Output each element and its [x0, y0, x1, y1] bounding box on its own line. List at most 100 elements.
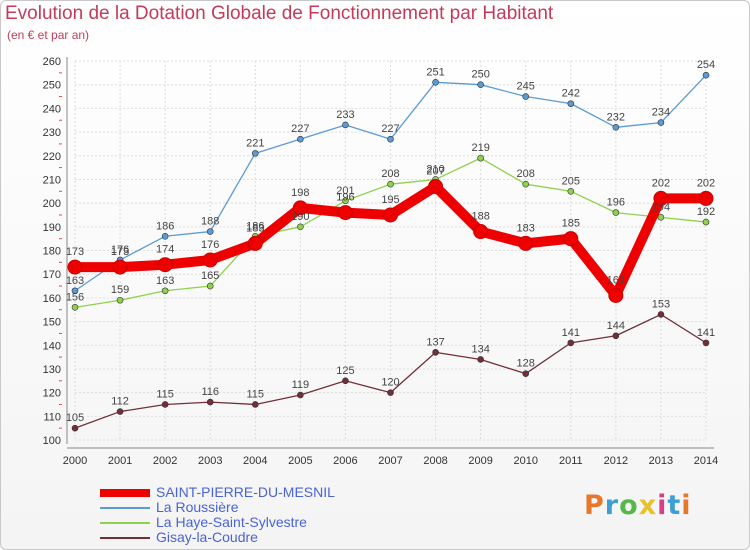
data-point	[297, 135, 304, 143]
data-label: 128	[517, 358, 535, 370]
series-layer	[67, 71, 714, 432]
chart-title: Evolution de la Dotation Globale de Fonc…	[5, 3, 554, 24]
x-tick-label: 2000	[63, 455, 87, 467]
chart-subtitle: (en € et par an)	[7, 28, 90, 42]
data-point	[297, 223, 304, 231]
data-label: 163	[66, 275, 84, 287]
data-label: 233	[336, 109, 354, 121]
x-tick-label: 2012	[604, 455, 628, 467]
data-label: 251	[426, 66, 444, 78]
data-point	[387, 180, 394, 188]
logo-letter: t	[667, 490, 682, 521]
data-label: 227	[291, 123, 309, 135]
data-label: 221	[246, 137, 264, 149]
data-label: 208	[517, 168, 535, 180]
data-label: 183	[517, 222, 535, 234]
data-label: 186	[156, 220, 174, 232]
logo-letter: P	[584, 490, 605, 521]
data-point	[432, 79, 439, 86]
x-tick-label: 2004	[243, 455, 267, 467]
legend-swatch	[100, 537, 150, 539]
data-point	[297, 391, 304, 399]
data-label: 141	[562, 327, 580, 339]
data-label: 125	[336, 365, 354, 377]
legend-label: Gisay-la-Coudre	[156, 529, 258, 545]
data-label: 115	[156, 388, 174, 400]
y-tick-label: 150	[43, 317, 61, 329]
x-tick-label: 2001	[108, 455, 132, 467]
x-tick-label: 2013	[649, 455, 673, 467]
data-point	[522, 180, 530, 188]
y-tick-label: 110	[43, 411, 61, 423]
data-label: 202	[697, 177, 715, 189]
y-tick-label: 250	[43, 80, 61, 92]
data-label: 141	[697, 327, 715, 339]
y-tick-label: 260	[43, 56, 61, 68]
y-tick-label: 160	[43, 293, 61, 305]
data-label: 163	[156, 275, 174, 287]
data-point	[161, 232, 169, 240]
data-label: 201	[336, 185, 354, 197]
data-point	[387, 135, 394, 143]
data-point	[71, 424, 79, 432]
data-label: 183	[246, 222, 264, 234]
logo-letter: x	[638, 490, 658, 521]
line-chart: 100 110 120 130 140 150 160 170 180 190 200 210 220 2…	[43, 56, 719, 467]
data-point	[67, 259, 83, 275]
x-tick-label: 2007	[378, 455, 402, 467]
y-tick-label: 130	[43, 364, 61, 376]
data-label: 144	[607, 320, 625, 332]
data-label: 195	[381, 194, 399, 206]
data-label: 245	[517, 81, 535, 93]
data-point	[477, 154, 484, 162]
legend-label: La Roussière	[156, 499, 239, 515]
data-point	[387, 389, 394, 396]
data-label: 174	[156, 244, 174, 256]
data-point	[157, 257, 173, 273]
data-label: 153	[652, 298, 670, 310]
axes: 100 110 120 130 140 150 160 170 180 190 200 210 220 2…	[43, 56, 719, 467]
data-point	[342, 197, 349, 205]
data-point	[612, 332, 620, 340]
data-point	[206, 398, 214, 406]
data-label: 173	[111, 246, 129, 258]
legend-swatch	[100, 522, 150, 524]
data-label: 219	[471, 142, 489, 154]
data-label: 112	[111, 396, 129, 408]
data-point	[473, 224, 489, 240]
x-tick-label: 2008	[423, 455, 447, 467]
data-label: 194	[652, 201, 670, 213]
data-point	[567, 100, 575, 107]
data-point	[653, 190, 669, 206]
x-tick-label: 2003	[198, 455, 222, 467]
y-tick-label: 210	[43, 174, 61, 186]
data-label: 176	[201, 239, 219, 251]
y-tick-label: 220	[43, 151, 61, 163]
logo-letter: i	[657, 490, 668, 521]
x-tick-label: 2014	[694, 455, 718, 467]
logo-letter: i	[681, 490, 692, 521]
legend-label: La Haye-Saint-Sylvestre	[156, 514, 307, 530]
data-label: 254	[697, 59, 715, 71]
data-point	[518, 235, 534, 251]
data-label: 185	[562, 218, 580, 230]
data-point	[567, 187, 575, 195]
data-point	[612, 209, 620, 216]
legend-swatch	[100, 489, 150, 497]
data-label: 188	[201, 216, 219, 228]
y-tick-label: 240	[43, 103, 61, 115]
data-point	[251, 401, 259, 408]
x-tick-label: 2009	[468, 455, 492, 467]
data-point	[657, 119, 665, 126]
data-label: 207	[426, 166, 444, 178]
data-label: 188	[471, 211, 489, 223]
data-point	[206, 228, 214, 235]
data-point	[112, 259, 128, 275]
data-point	[522, 93, 530, 100]
logo-letter: r	[604, 490, 620, 521]
data-label: 176	[111, 244, 129, 256]
data-label: 242	[562, 88, 580, 100]
y-tick-label: 170	[43, 269, 61, 281]
data-point	[161, 287, 169, 295]
data-label: 115	[247, 388, 265, 400]
